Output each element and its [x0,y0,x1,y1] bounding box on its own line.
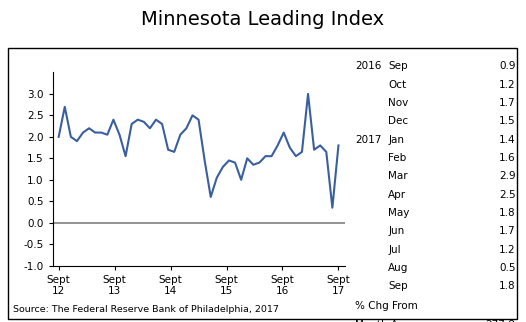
Text: 1.6: 1.6 [499,153,515,163]
Text: Oct: Oct [388,80,406,90]
Text: 1.8: 1.8 [499,208,515,218]
Text: 277.8: 277.8 [485,320,515,322]
Text: Source: The Federal Reserve Bank of Philadelphia, 2017: Source: The Federal Reserve Bank of Phil… [13,305,279,314]
Text: Jan: Jan [388,135,404,145]
Text: 1.4: 1.4 [499,135,515,145]
Text: Mar: Mar [388,171,408,181]
Text: 2.5: 2.5 [499,190,515,200]
Text: 1.7: 1.7 [499,98,515,108]
Text: Feb: Feb [388,153,407,163]
Text: 1.5: 1.5 [499,116,515,126]
Text: 2017: 2017 [355,135,381,145]
Text: 0.9: 0.9 [499,61,515,71]
Text: Minnesota Leading Index: Minnesota Leading Index [141,10,385,29]
Text: 1.7: 1.7 [499,226,515,236]
Text: Aug: Aug [388,263,409,273]
Text: May: May [388,208,410,218]
Text: Nov: Nov [388,98,408,108]
Text: 0.5: 0.5 [499,263,515,273]
Text: Jun: Jun [388,226,404,236]
Text: Sep: Sep [388,281,408,291]
Text: Jul: Jul [388,245,401,255]
Text: Apr: Apr [388,190,406,200]
Text: 1.2: 1.2 [499,245,515,255]
Text: % Chg From: % Chg From [355,301,418,311]
Text: Month Ago: Month Ago [355,320,411,322]
Text: 2.9: 2.9 [499,171,515,181]
Text: 1.8: 1.8 [499,281,515,291]
Text: 2016: 2016 [355,61,381,71]
Text: 1.2: 1.2 [499,80,515,90]
Text: Dec: Dec [388,116,408,126]
Text: Sep: Sep [388,61,408,71]
